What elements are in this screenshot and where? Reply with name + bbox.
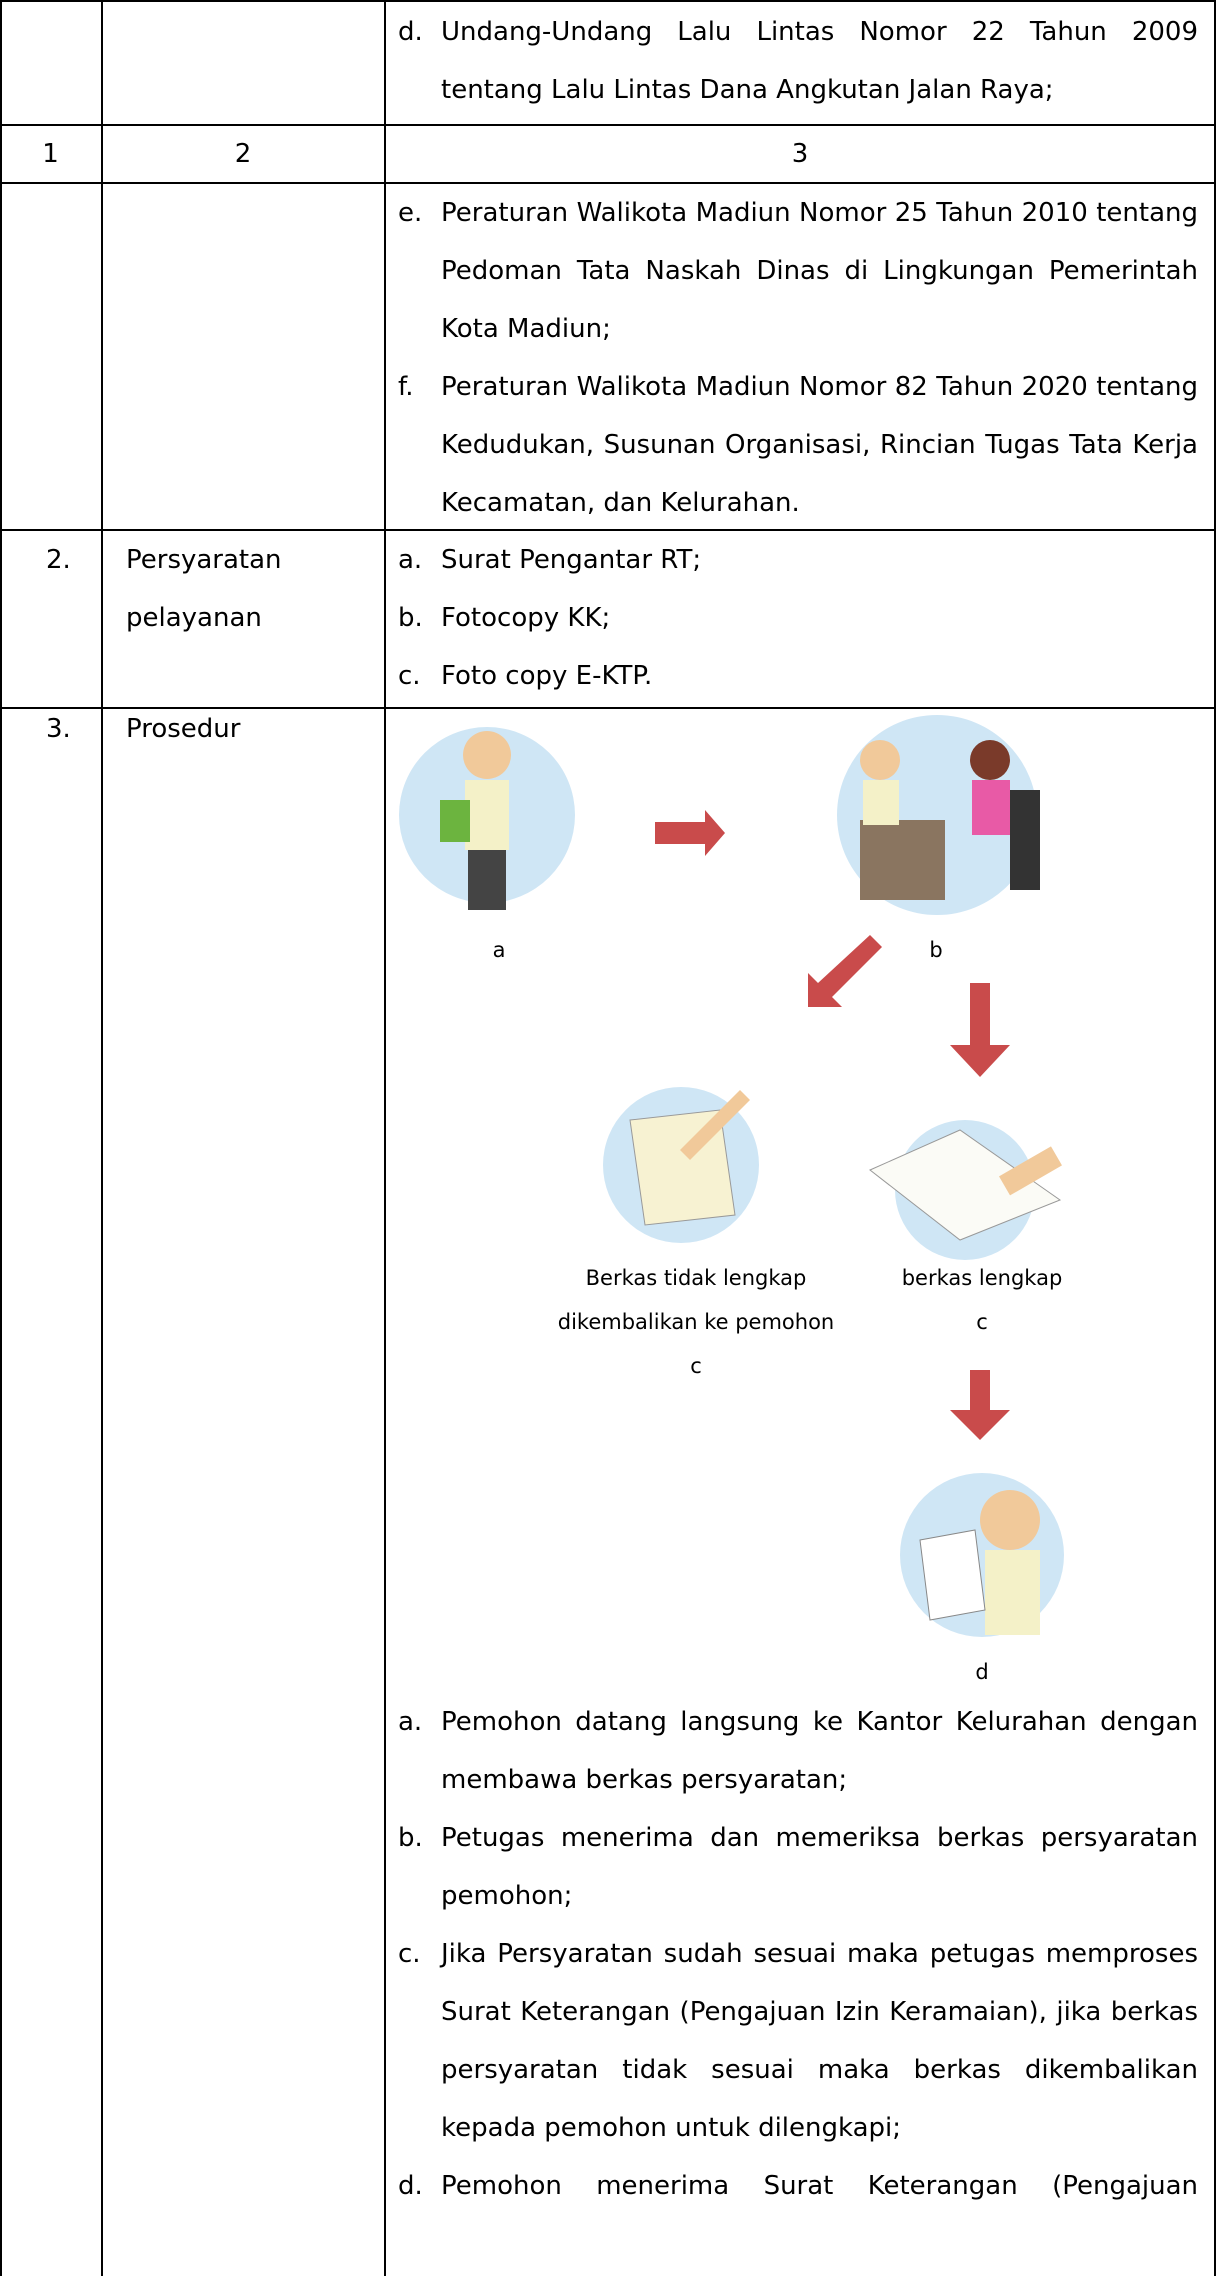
list-item: b. Fotocopy KK;	[398, 589, 1198, 647]
list: e. Peraturan Walikota Madiun Nomor 25 Tah…	[398, 184, 1198, 532]
list-item: f. Peraturan Walikota Madiun Nomor 82 Tah…	[398, 358, 1198, 532]
caption: d	[975, 1660, 989, 1684]
marker: c.	[398, 661, 421, 691]
item-text: Jika Persyaratan sudah sesuai maka petug…	[441, 1939, 1198, 2143]
caption: dikembalikan ke pemohon	[557, 1310, 835, 1334]
arrow-down	[950, 983, 1010, 1077]
image-c-left	[603, 1087, 759, 1243]
list-item: c. Foto copy E-KTP.	[398, 647, 1198, 705]
border	[0, 0, 2, 2276]
marker: b.	[398, 603, 423, 633]
row-number: 3.	[46, 714, 71, 744]
image-c-right	[869, 1120, 1062, 1260]
list: a. Surat Pengantar RT; b. Fotocopy KK; c. F…	[398, 531, 1198, 705]
marker: d.	[398, 2171, 423, 2201]
arrow-down	[950, 1370, 1010, 1440]
arrow-diagonal	[808, 935, 882, 1007]
caption: Berkas tidak lengkap	[585, 1266, 807, 1290]
image-d	[900, 1473, 1064, 1637]
list-item: d. Undang-Undang Lalu Lintas Nomor 22 Tah…	[398, 3, 1198, 119]
item-text: Fotocopy KK;	[441, 603, 611, 633]
header-cell: 1	[42, 139, 59, 169]
caption: berkas lengkap	[901, 1266, 1063, 1290]
item-text: Peraturan Walikota Madiun Nomor 25 Tahun…	[441, 198, 1198, 344]
list-item: b. Petugas menerima dan memeriksa berkas …	[398, 1809, 1198, 1925]
item-text: Surat Pengantar RT;	[441, 545, 702, 575]
caption: c	[976, 1310, 988, 1334]
marker: b.	[398, 1823, 423, 1853]
row-label: Prosedur	[126, 714, 241, 744]
item-text: Pemohon datang langsung ke Kantor Kelura…	[441, 1707, 1198, 1795]
header-cell: 3	[791, 139, 809, 169]
item-text: Undang-Undang Lalu Lintas Nomor 22 Tahun…	[441, 17, 1198, 105]
border	[0, 0, 1216, 2]
image-b	[837, 715, 1040, 915]
row-number: 2.	[46, 545, 71, 575]
list: d. Undang-Undang Lalu Lintas Nomor 22 Tah…	[398, 3, 1198, 119]
border	[0, 182, 1216, 184]
marker: c.	[398, 1939, 421, 1969]
header-cell: 2	[234, 139, 252, 169]
border	[384, 0, 386, 2276]
border	[0, 529, 1216, 531]
marker: d.	[398, 17, 423, 47]
list-item: a. Pemohon datang langsung ke Kantor Kelu…	[398, 1693, 1198, 1809]
border	[1214, 0, 1216, 2276]
border	[0, 707, 1216, 709]
list-item: e. Peraturan Walikota Madiun Nomor 25 Tah…	[398, 184, 1198, 358]
item-text: Foto copy E-KTP.	[441, 661, 653, 691]
caption: c	[690, 1354, 702, 1378]
border	[0, 124, 1216, 126]
marker: a.	[398, 545, 423, 575]
item-text: Pemohon menerima Surat Keterangan (Penga…	[441, 2171, 1198, 2201]
list-item: d. Pemohon menerima Surat Keterangan (Pen…	[398, 2157, 1198, 2215]
list-item: c. Jika Persyaratan sudah sesuai maka pet…	[398, 1925, 1198, 2157]
caption: b	[929, 938, 943, 962]
caption: a	[492, 938, 506, 962]
arrow-right	[655, 810, 725, 856]
list: a. Pemohon datang langsung ke Kantor Kelu…	[398, 1693, 1198, 2215]
marker: a.	[398, 1707, 423, 1737]
marker: e.	[398, 198, 423, 228]
list-item: a. Surat Pengantar RT;	[398, 531, 1198, 589]
item-text: Peraturan Walikota Madiun Nomor 82 Tahun…	[441, 372, 1198, 518]
row-label: Persyaratan pelayanan	[126, 545, 282, 633]
border	[101, 0, 103, 2276]
image-a	[399, 713, 576, 918]
item-text: Petugas menerima dan memeriksa berkas pe…	[441, 1823, 1198, 1911]
marker: f.	[398, 372, 414, 402]
